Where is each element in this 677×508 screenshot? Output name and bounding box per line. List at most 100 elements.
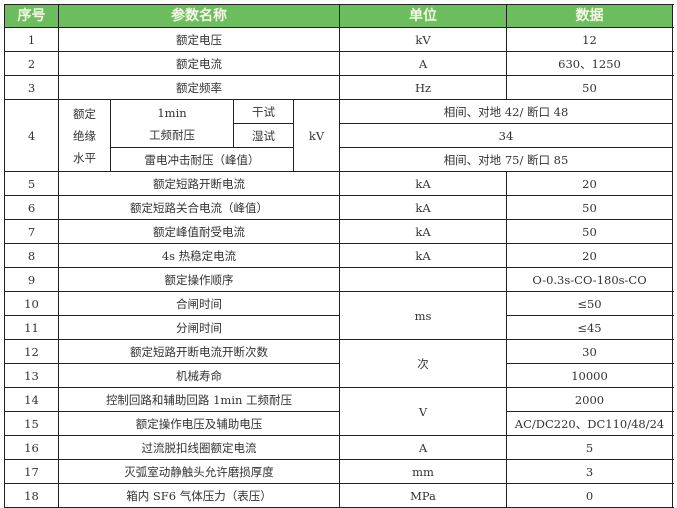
row-unit: kV [339,27,507,52]
row-no: 11 [4,315,59,340]
row-unit [339,267,507,292]
row-unit: kA [339,171,507,196]
row-value-1: 20 [506,171,673,196]
parameter-table: 序号 参数名称 单位 数据 1 额定电压 kV 12 2 额定电流 A 630、… [4,4,673,508]
row-name: 额定短路开断电流开断次数 [58,339,340,364]
row-value: 630、1250 [506,51,673,76]
table-row: 7额定峰值耐受电流kA5063 [4,219,673,244]
insulation-group-label: 额定 绝缘 水平 [58,99,111,172]
row-unit: A [339,435,507,460]
row-name: 合闸时间 [58,291,340,316]
row-value: ≤50 [506,291,673,316]
row-no: 2 [4,51,59,76]
table-row: 11 分闸时间 ≤45 [4,315,673,340]
row-value: 30 [506,339,673,364]
impulse-label: 雷电冲击耐压（峰值） [110,147,294,172]
row-value: O-0.3s-CO-180s-CO [506,267,673,292]
row-value-1: 20 [506,243,673,268]
row-no: 16 [4,435,59,460]
wet-value: 34 [339,123,673,148]
row-name: 箱内 SF6 气体压力（表压） [58,483,340,508]
table-row: 17 灭弧室动静触头允许磨损厚度 mm 3 [4,459,673,484]
table-row: 13 机械寿命 10000 [4,363,673,388]
table-row: 2 额定电流 A 630、1250 [4,51,673,76]
row-no: 14 [4,387,59,412]
row-unit: MPa [339,483,507,508]
row-no: 9 [4,267,59,292]
row-name: 额定峰值耐受电流 [58,219,340,244]
row-name: 4s 热稳定电流 [58,243,340,268]
table-row: 14 控制回路和辅助回路 1min 工频耐压 V 2000 [4,387,673,436]
row-value-1: 50 [506,219,673,244]
row-unit: kA [339,243,507,268]
header-no: 序号 [4,4,59,28]
row-unit: Hz [339,75,507,100]
row-unit: V [339,387,507,436]
table-row: 4 额定 绝缘 水平 1min 工频耐压 干试 kV 相间、对地 42/ 断口 … [4,99,673,172]
row-value: 0 [506,483,673,508]
row-unit: kA [339,219,507,244]
row-unit: 次 [339,339,507,388]
table-row: 18 箱内 SF6 气体压力（表压） MPa 0 [4,483,673,508]
row-unit: mm [339,459,507,484]
row-value: 10000 [506,363,673,388]
dry-value: 相间、对地 42/ 断口 48 [339,99,673,124]
power-frequency-label: 1min 工频耐压 [110,99,234,148]
group-line: 绝缘 [73,128,96,143]
row-name: 分闸时间 [58,315,340,340]
table-row: 10 合闸时间 ms ≤50 [4,291,673,340]
row-no: 13 [4,363,59,388]
power-frequency-line: 1min [157,105,187,120]
row-unit: ms [339,291,507,340]
row-value: 2000 [506,387,673,412]
table-row: 84s 热稳定电流kA2025 [4,243,673,268]
row-name: 额定短路开断电流 [58,171,340,196]
row-unit: A [339,51,507,76]
group-line: 额定 [73,106,96,121]
table-row: 1 额定电压 kV 12 [4,27,673,52]
row-unit: kV [293,99,340,172]
header-data: 数据 [506,4,673,28]
row-no: 7 [4,219,59,244]
row-name: 额定操作电压及辅助电压 [58,411,340,436]
table-row: 16 过流脱扣线圈额定电流 A 5 [4,435,673,460]
row-no: 18 [4,483,59,508]
row-name: 机械寿命 [58,363,340,388]
row-value: ≤45 [506,315,673,340]
row-no: 6 [4,195,59,220]
header-param: 参数名称 [58,4,340,28]
table-row: 5额定短路开断电流kA2025 [4,171,673,196]
row-value: 5 [506,435,673,460]
row-value-1: 50 [506,195,673,220]
row-no: 15 [4,411,59,436]
row-value: 3 [506,459,673,484]
row-no: 17 [4,459,59,484]
row-name: 额定短路关合电流（峰值） [58,195,340,220]
row-unit: kA [339,195,507,220]
table-row: 15 额定操作电压及辅助电压 AC/DC220、DC110/48/24 [4,411,673,436]
row-name: 额定电压 [58,27,340,52]
dry-test-label: 干试 [233,99,294,124]
header-row: 序号 参数名称 单位 数据 [4,4,673,28]
row-name: 额定操作顺序 [58,267,340,292]
row-no: 8 [4,243,59,268]
row-no: 3 [4,75,59,100]
row-value: AC/DC220、DC110/48/24 [506,411,673,436]
header-unit: 单位 [339,4,507,28]
row-no: 4 [4,99,59,172]
row-value: 12 [506,27,673,52]
table-row: 12 额定短路开断电流开断次数 次 30 [4,339,673,388]
group-line: 水平 [73,150,96,165]
row-no: 10 [4,291,59,316]
table-row: 雷电冲击耐压（峰值） 相间、对地 75/ 断口 85 [5,147,673,172]
table-row: 9 额定操作顺序 O-0.3s-CO-180s-CO [4,267,673,292]
power-frequency-line: 工频耐压 [149,127,195,142]
row-name: 灭弧室动静触头允许磨损厚度 [58,459,340,484]
row-name: 控制回路和辅助回路 1min 工频耐压 [58,387,340,412]
wet-test-label: 湿试 [233,123,294,148]
row-value: 50 [506,75,673,100]
table-row: 湿试 34 [5,123,673,148]
row-name: 过流脱扣线圈额定电流 [58,435,340,460]
row-name: 额定电流 [58,51,340,76]
